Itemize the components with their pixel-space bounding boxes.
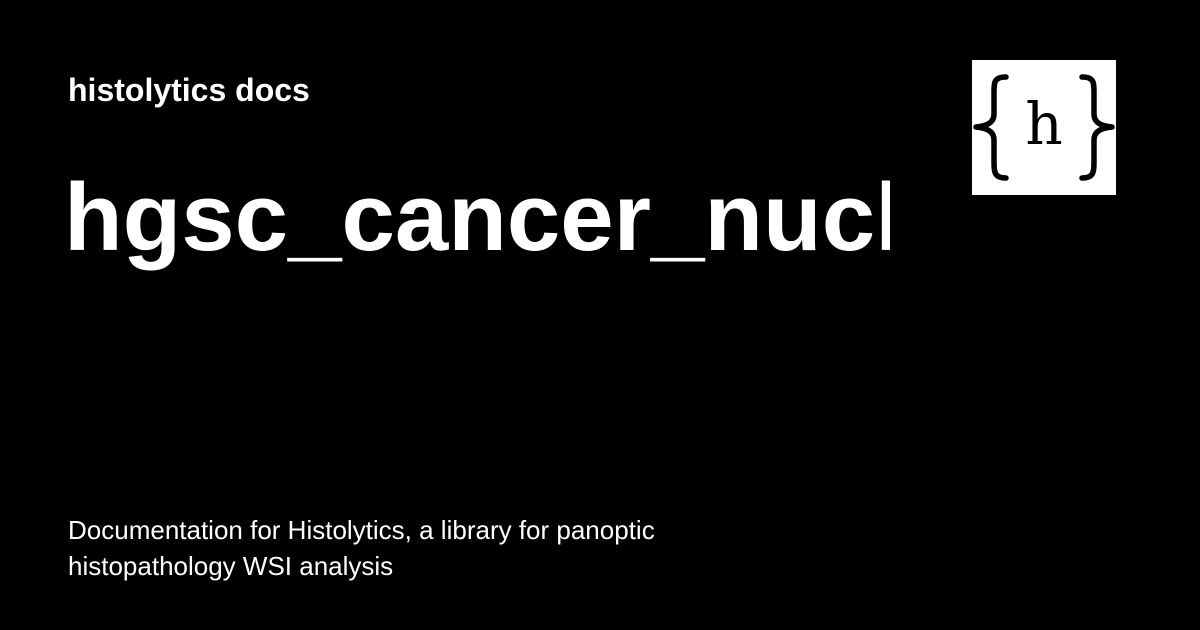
site-name: histolytics docs (68, 72, 310, 108)
page-title-container: hgsc_cancer_nuclei (64, 158, 890, 278)
page-title: hgsc_cancer_nuclei (64, 164, 890, 271)
curly-braces-h-logo-icon: h (973, 74, 1115, 181)
site-logo: h (972, 60, 1116, 195)
logo-glyph: h (1025, 90, 1062, 158)
page-description: Documentation for Histolytics, a library… (68, 515, 655, 581)
